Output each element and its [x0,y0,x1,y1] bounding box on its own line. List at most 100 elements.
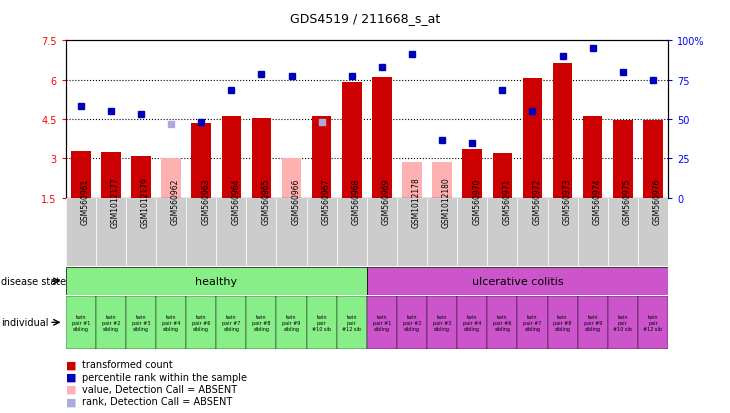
Text: GSM560973: GSM560973 [563,178,572,225]
Text: twin
pair #3
sibling: twin pair #3 sibling [132,314,150,331]
Text: ■: ■ [66,372,76,382]
Bar [518,198,548,266]
Text: GSM560961: GSM560961 [81,178,90,225]
Text: twin
pair
#12 sib: twin pair #12 sib [342,314,361,331]
Text: GSM560965: GSM560965 [261,178,270,225]
Text: twin
pair
#10 sib: twin pair #10 sib [312,314,331,331]
Text: individual: individual [1,318,49,328]
Bar [432,162,452,198]
Text: twin
pair #4
sibling: twin pair #4 sibling [463,314,481,331]
Text: twin
pair #2
sibling: twin pair #2 sibling [101,314,120,331]
Text: GSM1012179: GSM1012179 [141,176,150,227]
Text: ulcerative colitis: ulcerative colitis [472,276,564,286]
Bar [161,159,181,198]
Bar [457,296,488,349]
Bar [366,267,668,295]
Text: percentile rank within the sample: percentile rank within the sample [82,372,247,382]
Bar [126,198,156,266]
Bar [427,296,457,349]
Bar [186,198,216,266]
Text: ■: ■ [66,384,76,394]
Text: GSM560966: GSM560966 [291,178,301,225]
Text: GSM560970: GSM560970 [472,178,481,225]
Bar [488,198,518,266]
Bar [96,296,126,349]
Bar [337,198,367,266]
Bar [607,296,638,349]
Bar [607,198,638,266]
Bar [66,267,366,295]
Bar [156,198,186,266]
Text: value, Detection Call = ABSENT: value, Detection Call = ABSENT [82,384,237,394]
Text: twin
pair #1
sibling: twin pair #1 sibling [72,314,90,331]
Bar [613,121,633,198]
Bar [277,198,307,266]
Bar [638,296,668,349]
Bar [307,296,337,349]
Bar [312,117,331,198]
Text: ■: ■ [66,396,76,406]
Bar [221,117,241,198]
Bar [397,296,427,349]
Bar [191,124,211,198]
Text: rank, Detection Call = ABSENT: rank, Detection Call = ABSENT [82,396,232,406]
Text: twin
pair #6
sibling: twin pair #6 sibling [493,314,512,331]
Bar [427,198,457,266]
Bar [457,198,488,266]
Bar [277,296,307,349]
Bar [523,79,542,198]
Text: GSM560967: GSM560967 [322,178,331,225]
Bar [337,296,366,349]
Bar [307,198,337,266]
Bar [96,198,126,266]
Bar [367,198,397,266]
Text: twin
pair #1
sibling: twin pair #1 sibling [373,314,391,331]
Text: GSM560975: GSM560975 [623,178,631,225]
Text: GSM1012180: GSM1012180 [442,176,451,227]
Bar [548,198,577,266]
Text: twin
pair #3
sibling: twin pair #3 sibling [433,314,451,331]
Text: twin
pair #7
sibling: twin pair #7 sibling [222,314,240,331]
Text: twin
pair #2
sibling: twin pair #2 sibling [403,314,421,331]
Bar [252,119,272,198]
Text: twin
pair #9
sibling: twin pair #9 sibling [583,314,602,331]
Text: twin
pair #8
sibling: twin pair #8 sibling [553,314,572,331]
Bar [638,198,668,266]
Bar [583,117,602,198]
Bar [342,83,361,198]
Bar [216,198,247,266]
Bar [548,296,577,349]
Text: healthy: healthy [195,276,237,286]
Bar [402,162,422,198]
Text: twin
pair #8
sibling: twin pair #8 sibling [253,314,271,331]
Text: GSM560974: GSM560974 [593,178,602,225]
Text: twin
pair
#10 sib: twin pair #10 sib [613,314,632,331]
Text: GSM560963: GSM560963 [201,178,210,225]
Text: GSM560962: GSM560962 [171,178,180,225]
Bar [131,157,151,198]
Bar [247,296,277,349]
Bar [66,198,96,266]
Text: GSM560976: GSM560976 [653,178,662,225]
Bar [101,152,120,198]
Text: GDS4519 / 211668_s_at: GDS4519 / 211668_s_at [290,12,440,25]
Bar [553,64,572,198]
Text: twin
pair #4
sibling: twin pair #4 sibling [162,314,180,331]
Text: twin
pair
#12 sib: twin pair #12 sib [643,314,662,331]
Bar [216,296,247,349]
Bar [577,296,607,349]
Bar [493,154,512,198]
Text: twin
pair #9
sibling: twin pair #9 sibling [283,314,301,331]
Text: GSM560971: GSM560971 [502,178,511,225]
Bar [643,121,663,198]
Text: disease state: disease state [1,276,66,286]
Text: GSM560964: GSM560964 [231,178,240,225]
Text: transformed count: transformed count [82,359,172,369]
Text: GSM1012178: GSM1012178 [412,176,421,227]
Bar [71,151,91,198]
Bar [126,296,156,349]
Text: GSM560969: GSM560969 [382,178,391,225]
Bar [372,78,392,198]
Bar [488,296,518,349]
Bar [462,150,482,198]
